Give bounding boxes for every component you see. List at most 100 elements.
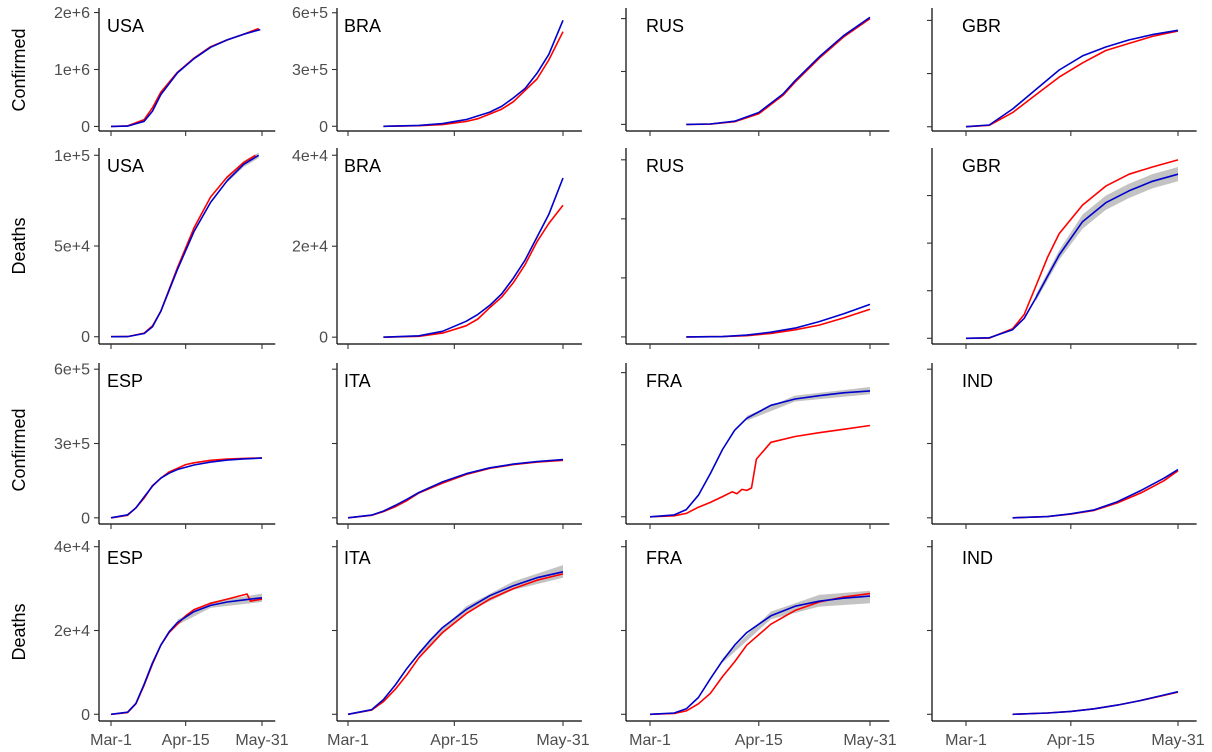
panel-usa-confirmed: 0 1e+6 2e+6 USA [54,5,276,136]
y-tick-label: 5e+4 [54,239,90,256]
panel-ita-deaths: Mar-1 Apr-15 May-31 ITA [327,540,590,749]
observed-series-line [1012,470,1179,519]
panel-label: BRA [344,156,381,176]
model-series-line [686,16,871,126]
y-tick-label: 3e+5 [292,62,328,79]
uncertainty-band [418,565,563,656]
x-tick-label: Mar-1 [629,732,671,749]
y-tick-label: 3e+5 [54,436,90,453]
y-tick-label: 1e+5 [54,148,90,165]
panel-bra-deaths: 0 2e+4 4e+4 BRA [292,148,582,349]
panel-esp-confirmed: 0 3e+5 6e+5 ESP [54,362,276,529]
model-series-line [110,597,263,716]
panel-label: IND [962,371,993,391]
y-tick-label: 0 [81,510,90,527]
y-tick-label: 6e+5 [54,362,90,379]
panel-rus-deaths: RUS [621,148,890,349]
x-tick-label: May-31 [1151,732,1204,749]
x-tick-label: May-31 [536,732,589,749]
x-tick-label: Mar-1 [90,732,132,749]
panel-label: ITA [344,548,371,568]
panel-usa-deaths: 0 5e+4 1e+5 USA [54,148,276,349]
panel-ind-deaths: Mar-1 Apr-15 May-31 IND [927,540,1205,749]
observed-series-line [383,31,564,128]
uncertainty-band [746,387,870,421]
model-series-line [383,177,564,338]
model-series-line [965,173,1179,340]
row-label-deaths: Deaths [9,217,29,274]
observed-series-line [965,30,1179,128]
y-tick-label: 6e+5 [292,5,328,22]
x-tick-label: Mar-1 [945,732,987,749]
x-tick-label: Apr-15 [735,732,783,749]
panel-label: USA [107,16,144,36]
observed-series-line [686,308,871,338]
x-tick-label: Apr-15 [1047,732,1095,749]
observed-series-line [1012,691,1179,716]
model-series-line [1012,468,1179,519]
x-tick-label: Mar-1 [327,732,369,749]
panel-label: RUS [646,16,684,36]
panel-label: RUS [646,156,684,176]
panel-label: BRA [344,16,381,36]
model-series-line [347,571,564,716]
observed-series-line [649,592,871,716]
model-series-line [383,19,564,128]
observed-series-line [347,459,564,519]
y-tick-label: 0 [319,119,328,136]
panel-label: FRA [646,548,682,568]
y-tick-label: 0 [81,329,90,346]
observed-series-line [110,154,256,338]
model-series-line [347,458,564,519]
model-series-line [649,595,871,716]
panel-esp-deaths: Mar-1 Apr-15 May-31 0 2e+4 4e+4 ESP [54,539,289,749]
x-tick-label: Apr-15 [162,732,210,749]
model-series-line [686,303,871,338]
observed-series-line [649,424,871,518]
x-tick-label: Apr-15 [430,732,478,749]
panel-label: USA [107,156,144,176]
model-series-line [649,390,871,518]
model-series-line [110,154,260,338]
panel-label: ESP [107,371,143,391]
uncertainty-band [177,593,262,626]
model-series-line [965,29,1179,128]
panel-label: FRA [646,371,682,391]
y-tick-label: 2e+4 [292,239,328,256]
panel-ind-confirmed: IND [927,363,1197,529]
row-label-deaths: Deaths [9,603,29,660]
y-tick-label: 2e+4 [54,623,90,640]
panel-label: ESP [107,548,143,568]
model-series-line [110,28,261,128]
model-series-line [1012,690,1179,716]
uncertainty-band [722,590,870,663]
panel-label: ITA [344,371,371,391]
uncertainty-band [1035,167,1178,302]
panel-label: GBR [962,16,1001,36]
panel-fra-confirmed: FRA [621,363,890,529]
panel-gbr-deaths: GBR [927,148,1197,349]
y-tick-label: 4e+4 [292,148,328,165]
observed-series-line [110,593,263,716]
panel-rus-confirmed: RUS [621,8,890,136]
y-tick-label: 0 [319,330,328,347]
panel-label: IND [962,548,993,568]
row-label-confirmed: Confirmed [9,408,29,491]
x-tick-label: May-31 [843,732,896,749]
observed-series-line [383,204,564,338]
panel-label: GBR [962,156,1001,176]
panel-bra-confirmed: 0 3e+5 6e+5 BRA [292,5,582,136]
model-series-line [110,457,263,519]
observed-series-line [686,17,871,126]
row-label-confirmed: Confirmed [9,28,29,111]
y-tick-label: 2e+6 [54,5,90,22]
panel-gbr-confirmed: GBR [927,8,1197,136]
x-tick-label: May-31 [235,732,288,749]
panel-fra-deaths: Mar-1 Apr-15 May-31 FRA [621,540,897,749]
y-tick-label: 0 [81,707,90,724]
y-tick-label: 0 [81,119,90,136]
observed-series-line [347,573,564,716]
observed-series-line [110,27,259,128]
y-tick-label: 4e+4 [54,539,90,556]
